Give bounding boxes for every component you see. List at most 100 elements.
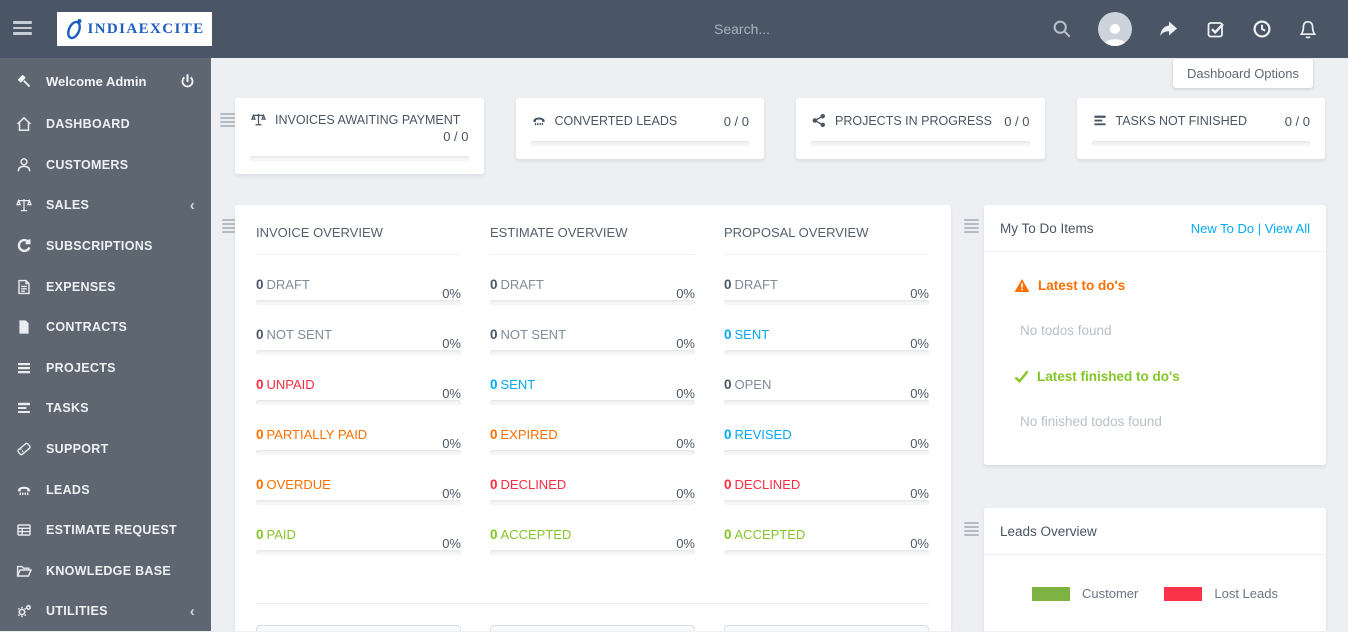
stat-card-title: PROJECTS IN PROGRESS bbox=[835, 113, 992, 128]
logo[interactable]: INDIAEXCITE bbox=[57, 12, 212, 46]
search-icon[interactable] bbox=[1052, 19, 1072, 39]
status-link[interactable]: 0 EXPIRED bbox=[490, 427, 558, 442]
user-icon bbox=[16, 157, 33, 173]
stat-card-value: 0 / 0 bbox=[1004, 114, 1030, 129]
status-link[interactable]: 0 NOT SENT bbox=[490, 327, 567, 342]
sidebar-item-knowledge-base[interactable]: KNOWLEDGE BASE bbox=[0, 551, 211, 592]
legend-item-customer[interactable]: Customer bbox=[1032, 586, 1138, 601]
status-link[interactable]: 0 NOT SENT bbox=[256, 327, 333, 342]
progress-bar bbox=[256, 550, 461, 555]
check-icon bbox=[1014, 370, 1029, 383]
overview-row: 0 DECLINED 0% bbox=[724, 477, 929, 505]
top-navbar: INDIAEXCITE bbox=[0, 0, 1348, 58]
folder-open-icon bbox=[16, 563, 33, 579]
customer-legend-swatch bbox=[1032, 586, 1071, 601]
status-link[interactable]: 0 OVERDUE bbox=[256, 477, 331, 492]
status-link[interactable]: 0 DECLINED bbox=[490, 477, 567, 492]
sidebar: Welcome Admin DASHBOARD CUSTOMERS SALES … bbox=[0, 58, 211, 631]
check-square-icon[interactable] bbox=[1206, 19, 1226, 39]
sidebar-item-leads[interactable]: LEADS bbox=[0, 469, 211, 510]
clock-icon[interactable] bbox=[1252, 19, 1272, 39]
progress-bar bbox=[256, 400, 461, 405]
status-link[interactable]: 0 DRAFT bbox=[724, 277, 778, 292]
view-all-invoices-button[interactable] bbox=[256, 625, 461, 631]
overview-row: 0 OVERDUE 0% bbox=[256, 477, 461, 505]
sidebar-item-expenses[interactable]: EXPENSES bbox=[0, 266, 211, 307]
sidebar-item-tasks[interactable]: TASKS bbox=[0, 388, 211, 429]
sidebar-item-projects[interactable]: PROJECTS bbox=[0, 348, 211, 389]
status-link[interactable]: 0 SENT bbox=[724, 327, 770, 342]
sidebar-item-dashboard[interactable]: DASHBOARD bbox=[0, 104, 211, 145]
drag-handle-icon[interactable] bbox=[220, 113, 235, 129]
hamburger-menu-icon[interactable] bbox=[13, 21, 32, 38]
new-todo-link[interactable]: New To Do bbox=[1190, 220, 1255, 236]
dashboard-options-button[interactable]: Dashboard Options bbox=[1172, 59, 1313, 88]
status-link[interactable]: 0 PARTIALLY PAID bbox=[256, 427, 368, 442]
overview-row: 0 DRAFT 0% bbox=[256, 277, 461, 305]
list-icon bbox=[16, 400, 33, 416]
overview-row: 0 NOT SENT 0% bbox=[256, 327, 461, 355]
home-icon bbox=[16, 116, 33, 132]
overview-row: 0 UNPAID 0% bbox=[256, 377, 461, 405]
stat-card-converted-leads[interactable]: CONVERTED LEADS 0 / 0 bbox=[515, 98, 764, 159]
logo-text: INDIAEXCITE bbox=[87, 20, 205, 37]
progress-bar bbox=[724, 400, 929, 405]
sidebar-item-utilities[interactable]: UTILITIES ‹ bbox=[0, 591, 211, 632]
progress-bar bbox=[811, 141, 1030, 146]
sidebar-item-estimate-request[interactable]: ESTIMATE REQUEST bbox=[0, 510, 211, 551]
ticket-icon bbox=[16, 441, 33, 457]
stat-card-title: INVOICES AWAITING PAYMENT bbox=[275, 112, 461, 127]
sidebar-item-support[interactable]: SUPPORT bbox=[0, 429, 211, 470]
balance-scale-icon bbox=[250, 112, 267, 127]
progress-bar bbox=[724, 450, 929, 455]
overview-row: 0 PARTIALLY PAID 0% bbox=[256, 427, 461, 455]
status-link[interactable]: 0 REVISED bbox=[724, 427, 792, 442]
view-all-proposals-button[interactable] bbox=[724, 625, 929, 631]
progress-bar bbox=[256, 300, 461, 305]
drag-handle-icon[interactable] bbox=[222, 219, 237, 235]
share-icon[interactable] bbox=[1158, 19, 1180, 39]
stat-card-invoices-awaiting-payment[interactable]: INVOICES AWAITING PAYMENT 0 / 0 bbox=[235, 98, 484, 174]
status-link[interactable]: 0 SENT bbox=[490, 377, 536, 392]
sidebar-welcome-row[interactable]: Welcome Admin bbox=[0, 58, 211, 104]
overview-row: 0 DRAFT 0% bbox=[724, 277, 929, 305]
search-input[interactable] bbox=[712, 16, 1012, 42]
avatar[interactable] bbox=[1098, 12, 1132, 46]
overview-row: 0 DECLINED 0% bbox=[490, 477, 695, 505]
view-all-estimates-button[interactable] bbox=[490, 625, 695, 631]
status-link[interactable]: 0 DRAFT bbox=[490, 277, 544, 292]
status-link[interactable]: 0 DECLINED bbox=[724, 477, 801, 492]
progress-bar bbox=[490, 500, 695, 505]
stat-card-tasks-not-finished[interactable]: TASKS NOT FINISHED 0 / 0 bbox=[1076, 98, 1325, 159]
repeat-icon bbox=[16, 238, 33, 254]
leads-panel-title: Leads Overview bbox=[1000, 523, 1097, 539]
sidebar-item-contracts[interactable]: CONTRACTS bbox=[0, 307, 211, 348]
legend-item-lost-leads[interactable]: Lost Leads bbox=[1164, 586, 1278, 601]
status-link[interactable]: 0 ACCEPTED bbox=[490, 527, 572, 542]
welcome-label: Welcome Admin bbox=[46, 73, 147, 89]
stat-card-title: CONVERTED LEADS bbox=[554, 113, 678, 128]
overview-row: 0 SENT 0% bbox=[724, 327, 929, 355]
list-icon bbox=[1092, 113, 1108, 128]
view-all-todos-link[interactable]: | View All bbox=[1257, 220, 1310, 236]
drag-handle-icon[interactable] bbox=[964, 522, 979, 538]
divider bbox=[256, 603, 929, 604]
leads-overview-panel: Leads Overview Customer Lost Leads bbox=[984, 508, 1326, 631]
bell-icon[interactable] bbox=[1298, 19, 1318, 40]
status-link[interactable]: 0 OPEN bbox=[724, 377, 772, 392]
status-link[interactable]: 0 DRAFT bbox=[256, 277, 310, 292]
power-icon[interactable] bbox=[180, 73, 195, 89]
progress-bar bbox=[490, 450, 695, 455]
status-link[interactable]: 0 PAID bbox=[256, 527, 296, 542]
stat-card-projects-in-progress[interactable]: PROJECTS IN PROGRESS 0 / 0 bbox=[796, 98, 1045, 159]
drag-handle-icon[interactable] bbox=[964, 219, 979, 235]
no-todos-text: No todos found bbox=[1020, 323, 1112, 338]
sidebar-item-customers[interactable]: CUSTOMERS bbox=[0, 145, 211, 186]
sidebar-item-subscriptions[interactable]: SUBSCRIPTIONS bbox=[0, 226, 211, 267]
sidebar-item-sales[interactable]: SALES ‹ bbox=[0, 185, 211, 226]
status-link[interactable]: 0 ACCEPTED bbox=[724, 527, 806, 542]
finished-todos-heading: Latest finished to do's bbox=[1037, 369, 1180, 384]
status-link[interactable]: 0 UNPAID bbox=[256, 377, 315, 392]
